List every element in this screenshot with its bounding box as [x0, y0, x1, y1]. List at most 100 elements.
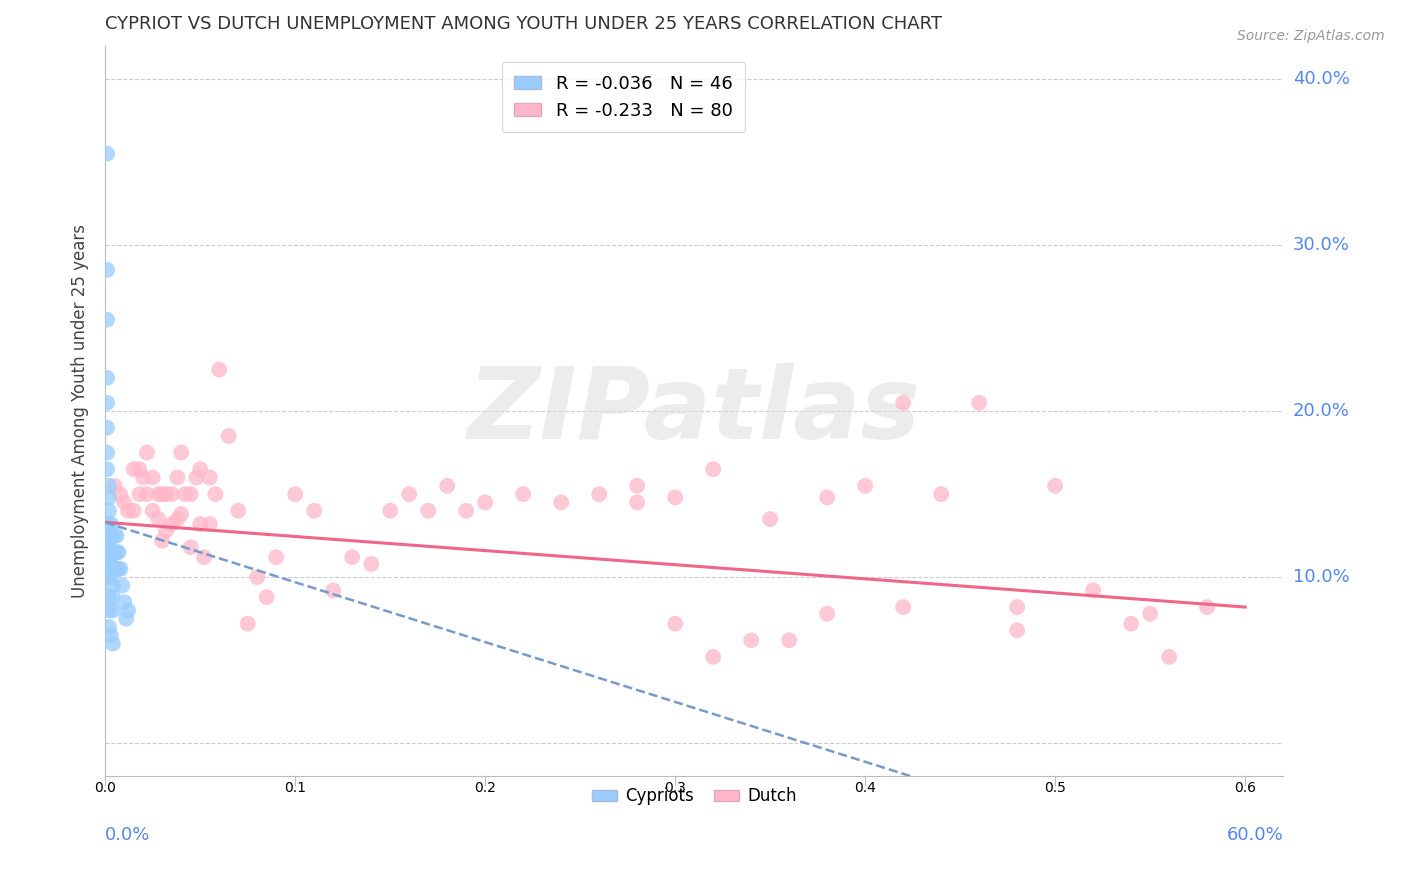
Point — [284, 487, 307, 501]
Point — [340, 550, 363, 565]
Point — [104, 529, 127, 543]
Point — [104, 479, 127, 493]
Point — [626, 479, 648, 493]
Text: 0.0%: 0.0% — [105, 826, 150, 845]
Point — [208, 362, 231, 376]
Point — [160, 487, 183, 501]
Point — [664, 491, 686, 505]
Point — [188, 462, 211, 476]
Point — [550, 495, 572, 509]
Point — [96, 312, 118, 326]
Point — [226, 504, 249, 518]
Legend: Cypriots, Dutch: Cypriots, Dutch — [585, 780, 803, 812]
Point — [98, 603, 121, 617]
Point — [112, 595, 135, 609]
Point — [256, 590, 278, 604]
Point — [132, 470, 155, 484]
Point — [236, 616, 259, 631]
Point — [98, 479, 121, 493]
Point — [180, 487, 202, 501]
Point — [100, 628, 122, 642]
Point — [1005, 624, 1028, 638]
Point — [436, 479, 458, 493]
Point — [150, 533, 173, 548]
Point — [664, 616, 686, 631]
Point — [100, 529, 122, 543]
Point — [198, 516, 221, 531]
Point — [96, 371, 118, 385]
Point — [891, 396, 914, 410]
Point — [105, 545, 128, 559]
Point — [142, 470, 165, 484]
Point — [128, 487, 150, 501]
Point — [1005, 600, 1028, 615]
Point — [380, 504, 402, 518]
Point — [778, 633, 800, 648]
Point — [98, 516, 121, 531]
Point — [96, 570, 118, 584]
Text: Source: ZipAtlas.com: Source: ZipAtlas.com — [1237, 29, 1385, 43]
Point — [98, 529, 121, 543]
Point — [96, 533, 118, 548]
Point — [160, 516, 183, 531]
Point — [98, 553, 121, 567]
Point — [148, 487, 170, 501]
Point — [100, 545, 122, 559]
Point — [198, 470, 221, 484]
Point — [105, 562, 128, 576]
Point — [98, 590, 121, 604]
Point — [702, 462, 724, 476]
Point — [186, 470, 208, 484]
Point — [702, 649, 724, 664]
Point — [204, 487, 226, 501]
Point — [1083, 583, 1105, 598]
Point — [110, 562, 132, 576]
Point — [360, 557, 382, 571]
Point — [117, 504, 139, 518]
Point — [105, 529, 128, 543]
Point — [853, 479, 876, 493]
Point — [967, 396, 990, 410]
Point — [174, 487, 197, 501]
Point — [96, 445, 118, 459]
Point — [1043, 479, 1066, 493]
Text: CYPRIOT VS DUTCH UNEMPLOYMENT AMONG YOUTH UNDER 25 YEARS CORRELATION CHART: CYPRIOT VS DUTCH UNEMPLOYMENT AMONG YOUT… — [105, 15, 942, 33]
Text: 20.0%: 20.0% — [1292, 402, 1350, 420]
Point — [1159, 649, 1181, 664]
Point — [1197, 600, 1219, 615]
Point — [110, 487, 132, 501]
Point — [115, 612, 138, 626]
Point — [122, 504, 145, 518]
Point — [98, 491, 121, 505]
Point — [98, 541, 121, 555]
Point — [166, 512, 188, 526]
Point — [107, 562, 129, 576]
Point — [111, 578, 134, 592]
Point — [117, 603, 139, 617]
Point — [101, 578, 124, 592]
Point — [929, 487, 952, 501]
Point — [104, 545, 127, 559]
Point — [264, 550, 287, 565]
Point — [626, 495, 648, 509]
Point — [136, 487, 159, 501]
Point — [96, 557, 118, 571]
Point — [148, 512, 170, 526]
Point — [759, 512, 782, 526]
Point — [166, 470, 188, 484]
Point — [104, 562, 127, 576]
Text: 40.0%: 40.0% — [1292, 70, 1350, 88]
Point — [815, 491, 838, 505]
Point — [740, 633, 762, 648]
Point — [588, 487, 610, 501]
Point — [100, 557, 122, 571]
Point — [474, 495, 496, 509]
Y-axis label: Unemployment Among Youth under 25 years: Unemployment Among Youth under 25 years — [72, 224, 89, 598]
Point — [891, 600, 914, 615]
Point — [96, 263, 118, 277]
Text: 10.0%: 10.0% — [1292, 568, 1350, 586]
Point — [96, 520, 118, 534]
Point — [100, 516, 122, 531]
Point — [1139, 607, 1161, 621]
Point — [128, 462, 150, 476]
